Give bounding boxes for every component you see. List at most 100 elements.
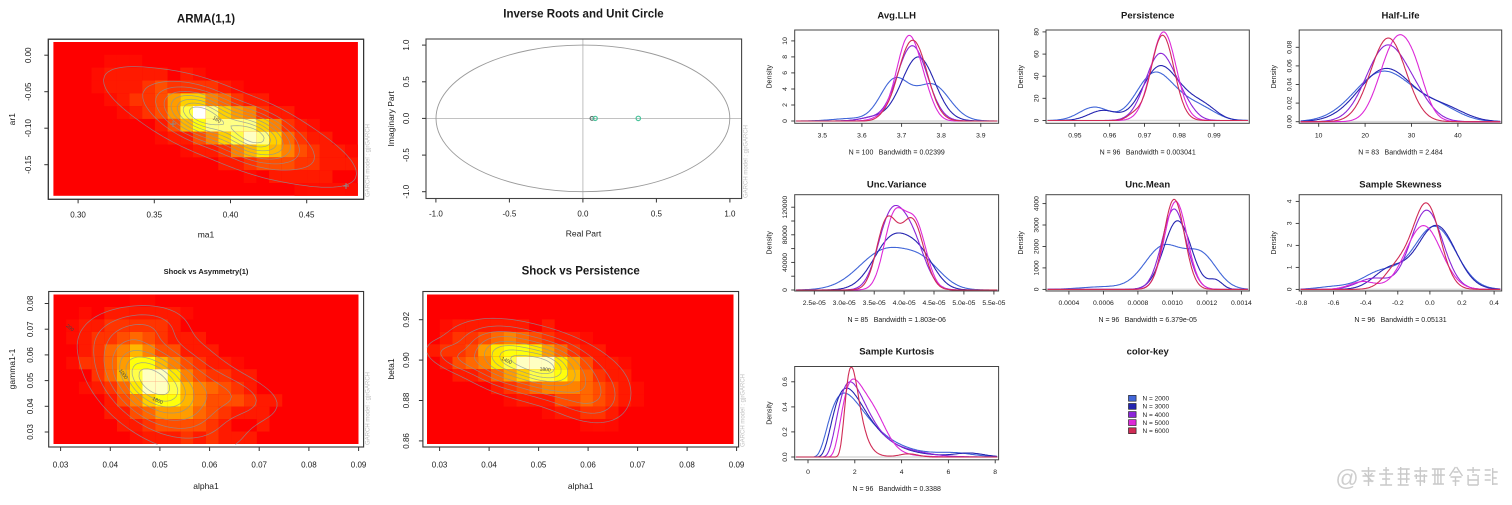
svg-text:Real Part: Real Part (566, 229, 602, 239)
svg-text:3: 3 (1287, 221, 1294, 225)
svg-text:0.09: 0.09 (351, 461, 367, 470)
svg-text:alpha1: alpha1 (568, 481, 594, 491)
svg-text:-0.2: -0.2 (1392, 300, 1404, 307)
svg-text:-0.15: -0.15 (24, 155, 33, 174)
svg-text:Density: Density (1271, 65, 1278, 89)
svg-text:alpha1: alpha1 (193, 481, 219, 491)
svg-text:1800: 1800 (539, 367, 551, 374)
svg-text:4: 4 (782, 87, 789, 91)
svg-text:0.2: 0.2 (782, 427, 789, 437)
svg-text:Density: Density (1018, 231, 1025, 255)
svg-text:0.03: 0.03 (53, 461, 69, 470)
svg-text:Sample Kurtosis: Sample Kurtosis (859, 347, 934, 358)
svg-text:6: 6 (782, 71, 789, 75)
svg-text:0.0: 0.0 (402, 112, 411, 124)
svg-text:GARCH model : gjrGARCH: GARCH model : gjrGARCH (744, 125, 750, 198)
svg-text:2.5e-05: 2.5e-05 (803, 300, 826, 307)
svg-text:0.08: 0.08 (301, 461, 317, 470)
svg-text:0.00: 0.00 (24, 47, 33, 63)
svg-text:160: 160 (211, 115, 221, 124)
svg-text:2: 2 (1287, 243, 1294, 247)
svg-text:Density: Density (767, 401, 774, 425)
svg-text:40: 40 (1034, 72, 1041, 80)
svg-text:3.8: 3.8 (936, 132, 946, 139)
svg-text:0.92: 0.92 (402, 311, 411, 327)
svg-text:-0.5: -0.5 (503, 210, 517, 219)
svg-text:0.06: 0.06 (26, 347, 35, 363)
svg-text:ar1: ar1 (7, 113, 17, 126)
svg-text:0.05: 0.05 (531, 461, 547, 470)
svg-text:-0.5: -0.5 (402, 148, 411, 162)
svg-text:3.7: 3.7 (897, 132, 907, 139)
svg-text:0.97: 0.97 (1138, 132, 1151, 139)
svg-text:ma1: ma1 (198, 230, 215, 240)
svg-text:N = 96 Bandwidth = 0.003041: N = 96 Bandwidth = 0.003041 (1100, 149, 1196, 156)
svg-text:2: 2 (853, 469, 857, 476)
svg-text:3.6: 3.6 (857, 132, 867, 139)
svg-text:0.40: 0.40 (223, 211, 239, 220)
svg-text:-0.10: -0.10 (24, 119, 33, 138)
svg-text:Density: Density (767, 65, 774, 89)
svg-text:1.0: 1.0 (402, 39, 411, 51)
svg-text:0.0014: 0.0014 (1231, 300, 1252, 307)
svg-text:0.09: 0.09 (729, 461, 745, 470)
svg-text:6: 6 (947, 469, 951, 476)
svg-text:0.90: 0.90 (402, 352, 411, 368)
svg-text:0.0004: 0.0004 (1059, 300, 1080, 307)
svg-text:0: 0 (782, 288, 789, 292)
svg-text:0.05: 0.05 (152, 461, 168, 470)
svg-text:0: 0 (1287, 287, 1294, 291)
svg-text:3.9: 3.9 (976, 132, 986, 139)
svg-text:1: 1 (1287, 265, 1294, 269)
svg-text:1400: 1400 (500, 356, 513, 366)
svg-text:0.03: 0.03 (26, 424, 35, 440)
svg-text:0.07: 0.07 (251, 461, 267, 470)
svg-text:Shock vs Persistence: Shock vs Persistence (522, 266, 640, 278)
svg-text:N = 96 Bandwidth = 0.3388: N = 96 Bandwidth = 0.3388 (853, 486, 941, 493)
svg-text:0.0: 0.0 (782, 452, 789, 462)
svg-text:@: @ (1335, 465, 1358, 491)
svg-text:0.95: 0.95 (1068, 132, 1081, 139)
svg-text:2000: 2000 (1034, 239, 1041, 254)
svg-text:0.5: 0.5 (651, 210, 663, 219)
svg-text:0.00: 0.00 (1287, 115, 1294, 128)
svg-text:0.06: 0.06 (580, 461, 596, 470)
svg-text:0.5: 0.5 (402, 76, 411, 88)
svg-text:4: 4 (900, 469, 904, 476)
svg-text:0.99: 0.99 (1207, 132, 1220, 139)
svg-text:1800: 1800 (151, 396, 164, 406)
svg-text:0.30: 0.30 (70, 211, 86, 220)
svg-text:0.0008: 0.0008 (1128, 300, 1149, 307)
svg-text:0.0006: 0.0006 (1093, 300, 1114, 307)
svg-text:0: 0 (1034, 118, 1041, 122)
svg-text:40: 40 (1454, 132, 1462, 139)
svg-text:0.45: 0.45 (299, 211, 315, 220)
svg-text:GARCH model : gjrGARCH: GARCH model : gjrGARCH (366, 372, 372, 445)
svg-text:20: 20 (1361, 132, 1369, 139)
svg-text:Half-Life: Half-Life (1382, 11, 1420, 22)
svg-text:0.06: 0.06 (1287, 59, 1294, 72)
svg-text:Density: Density (767, 231, 774, 255)
svg-text:N = 5000: N = 5000 (1143, 420, 1170, 427)
svg-text:0.03: 0.03 (432, 461, 448, 470)
svg-text:0.08: 0.08 (26, 295, 35, 311)
svg-text:0.0: 0.0 (1425, 300, 1435, 307)
svg-text:Inverse Roots and Unit Circle: Inverse Roots and Unit Circle (503, 9, 663, 21)
svg-text:0.07: 0.07 (26, 321, 35, 337)
svg-text:80000: 80000 (782, 225, 789, 244)
svg-text:0: 0 (1034, 287, 1041, 291)
svg-text:0.07: 0.07 (630, 461, 646, 470)
svg-text:beta1: beta1 (386, 358, 396, 380)
svg-text:Density: Density (1018, 65, 1025, 89)
svg-text:0.0: 0.0 (577, 210, 589, 219)
svg-text:1000: 1000 (1034, 260, 1041, 275)
svg-text:-0.05: -0.05 (24, 82, 33, 101)
svg-text:0.6: 0.6 (782, 377, 789, 387)
svg-text:ARMA(1,1): ARMA(1,1) (177, 14, 235, 26)
svg-text:Shock vs Asymmetry(1): Shock vs Asymmetry(1) (164, 267, 249, 276)
svg-text:Unc.Mean: Unc.Mean (1125, 180, 1170, 191)
svg-text:0: 0 (782, 119, 789, 123)
svg-text:N = 6000: N = 6000 (1143, 428, 1170, 435)
svg-text:0.04: 0.04 (1287, 78, 1294, 91)
svg-text:0.4: 0.4 (1489, 300, 1499, 307)
